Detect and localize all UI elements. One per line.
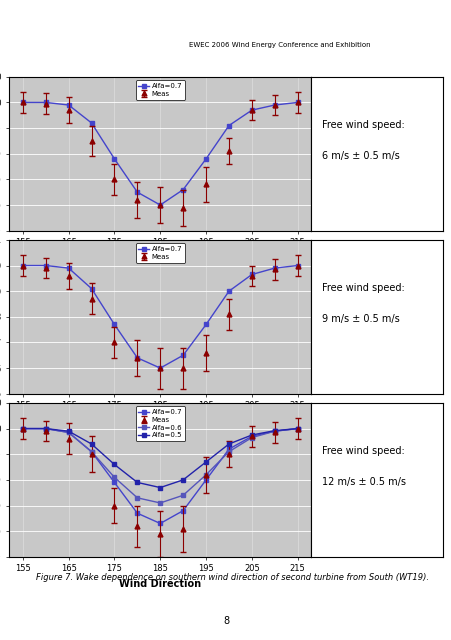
Alfa=0.7: [111, 479, 117, 486]
Alfa=0.7: [43, 425, 48, 433]
Alfa=0.6: [180, 492, 185, 499]
Alfa=0.7: [203, 321, 208, 328]
Alfa=0.6: [272, 428, 277, 435]
Text: 9 m/s ± 0.5 m/s: 9 m/s ± 0.5 m/s: [321, 314, 399, 324]
Alfa=0.6: [295, 425, 300, 433]
Alfa=0.7: [295, 99, 300, 106]
Line: Alfa=0.5: Alfa=0.5: [21, 427, 299, 490]
Alfa=0.6: [134, 494, 140, 502]
Alfa=0.7: [88, 119, 94, 127]
Alfa=0.7: [66, 101, 71, 109]
Alfa=0.7: [180, 507, 185, 515]
Text: EWEC 2006 Wind Energy Conference and Exhibition: EWEC 2006 Wind Energy Conference and Exh…: [189, 42, 370, 48]
Alfa=0.7: [134, 188, 140, 196]
Alfa=0.7: [88, 285, 94, 292]
Alfa=0.7: [249, 433, 254, 440]
Text: Figure 7. Wake dependence on southern wind direction of second turbine from Sout: Figure 7. Wake dependence on southern wi…: [36, 573, 428, 582]
Alfa=0.6: [157, 499, 163, 507]
Alfa=0.5: [20, 425, 25, 433]
Text: 12 m/s ± 0.5 m/s: 12 m/s ± 0.5 m/s: [321, 477, 405, 487]
Alfa=0.7: [20, 425, 25, 433]
Alfa=0.7: [134, 354, 140, 362]
Text: Free wind speed:: Free wind speed:: [321, 120, 404, 130]
Alfa=0.7: [272, 264, 277, 272]
Alfa=0.6: [226, 448, 231, 456]
Alfa=0.7: [226, 445, 231, 453]
Alfa=0.7: [111, 155, 117, 163]
Alfa=0.7: [157, 520, 163, 527]
Text: Free wind speed:: Free wind speed:: [321, 283, 404, 293]
Alfa=0.6: [249, 434, 254, 442]
Alfa=0.7: [295, 262, 300, 269]
Alfa=0.7: [134, 509, 140, 517]
Line: Alfa=0.6: Alfa=0.6: [21, 427, 299, 505]
Alfa=0.7: [66, 264, 71, 272]
Alfa=0.7: [111, 321, 117, 328]
Alfa=0.5: [226, 440, 231, 448]
Alfa=0.6: [203, 471, 208, 479]
Alfa=0.5: [157, 484, 163, 492]
Alfa=0.7: [20, 262, 25, 269]
Legend: Alfa=0.7, Meas, Alfa=0.6, Alfa=0.5: Alfa=0.7, Meas, Alfa=0.6, Alfa=0.5: [135, 406, 184, 441]
Alfa=0.5: [180, 476, 185, 484]
Alfa=0.7: [66, 429, 71, 436]
Text: Free wind speed:: Free wind speed:: [321, 446, 404, 456]
Alfa=0.7: [249, 271, 254, 278]
Alfa=0.7: [157, 201, 163, 209]
Alfa=0.7: [157, 364, 163, 372]
Alfa=0.7: [203, 476, 208, 484]
Legend: Alfa=0.7, Meas: Alfa=0.7, Meas: [135, 243, 184, 262]
Text: 8: 8: [222, 616, 229, 626]
Alfa=0.5: [272, 427, 277, 435]
Alfa=0.5: [88, 440, 94, 448]
Alfa=0.7: [88, 448, 94, 456]
Alfa=0.5: [43, 425, 48, 433]
Alfa=0.7: [272, 428, 277, 435]
Alfa=0.5: [203, 458, 208, 466]
Alfa=0.7: [43, 262, 48, 269]
Alfa=0.7: [272, 101, 277, 109]
Alfa=0.5: [249, 431, 254, 439]
Alfa=0.5: [295, 425, 300, 433]
Alfa=0.7: [226, 122, 231, 129]
Alfa=0.7: [43, 99, 48, 106]
X-axis label: Wind Direction: Wind Direction: [119, 579, 201, 589]
Line: Alfa=0.7: Alfa=0.7: [21, 427, 299, 525]
Alfa=0.6: [111, 474, 117, 481]
Alfa=0.7: [203, 155, 208, 163]
Alfa=0.6: [43, 425, 48, 433]
Alfa=0.6: [88, 448, 94, 456]
Alfa=0.7: [20, 99, 25, 106]
Alfa=0.7: [295, 425, 300, 433]
Alfa=0.7: [226, 287, 231, 295]
Alfa=0.5: [134, 479, 140, 486]
Alfa=0.7: [180, 186, 185, 193]
Line: Alfa=0.7: Alfa=0.7: [21, 100, 299, 207]
Alfa=0.5: [66, 428, 71, 435]
Line: Alfa=0.7: Alfa=0.7: [21, 264, 299, 370]
Legend: Alfa=0.7, Meas: Alfa=0.7, Meas: [135, 80, 184, 100]
Alfa=0.7: [180, 351, 185, 359]
Alfa=0.5: [111, 461, 117, 468]
Alfa=0.6: [66, 429, 71, 436]
Alfa=0.7: [249, 106, 254, 114]
Alfa=0.6: [20, 425, 25, 433]
Text: 6 m/s ± 0.5 m/s: 6 m/s ± 0.5 m/s: [321, 150, 399, 161]
